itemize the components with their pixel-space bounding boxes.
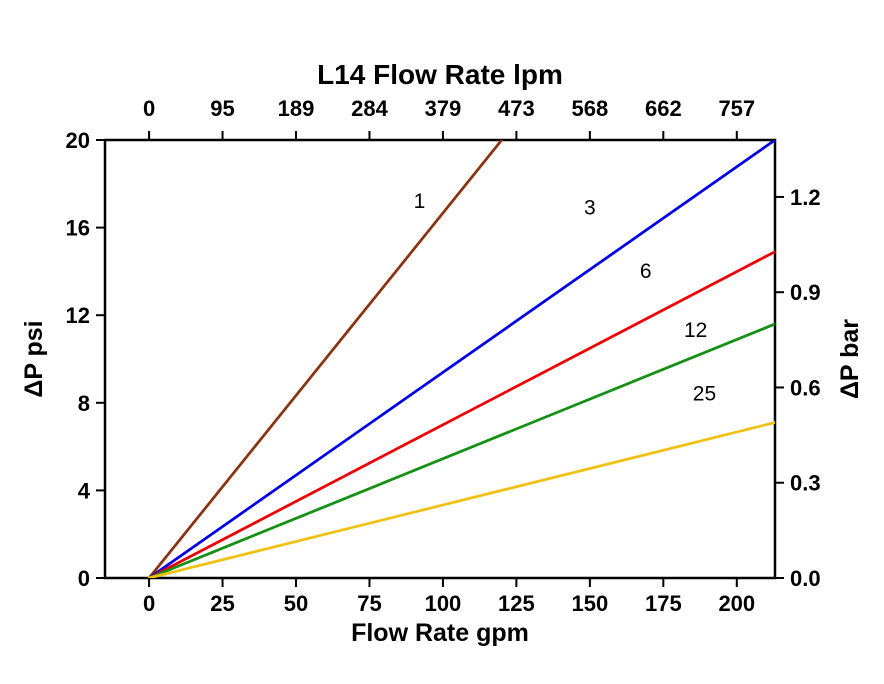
- series-label-6: 6: [640, 260, 652, 283]
- series-label-3: 3: [584, 196, 596, 219]
- top-tick-label: 0: [143, 96, 155, 121]
- top-tick-label: 284: [351, 96, 388, 121]
- left-axis-title: ΔP psi: [20, 320, 48, 397]
- series-line-6: [147, 250, 775, 578]
- left-tick-label: 4: [78, 478, 91, 503]
- bottom-tick-label: 100: [425, 591, 462, 616]
- right-tick-label: 0.0: [790, 566, 821, 591]
- right-tick-label: 0.9: [790, 280, 821, 305]
- top-axis-title: L14 Flow Rate lpm: [317, 59, 563, 90]
- left-tick-label: 20: [66, 128, 90, 153]
- top-tick-label: 473: [498, 96, 535, 121]
- left-tick-label: 12: [66, 303, 90, 328]
- top-tick-label: 379: [425, 96, 462, 121]
- right-tick-label: 1.2: [790, 185, 821, 210]
- bottom-tick-label: 200: [718, 591, 755, 616]
- right-tick-label: 0.6: [790, 375, 821, 400]
- left-tick-label: 0: [78, 566, 90, 591]
- bottom-axis-title: Flow Rate gpm: [351, 619, 529, 647]
- series-label-1: 1: [414, 190, 426, 213]
- series-label-12: 12: [684, 319, 707, 342]
- top-tick-label: 95: [210, 96, 234, 121]
- bottom-tick-label: 75: [357, 591, 381, 616]
- series-line-25: [147, 421, 775, 578]
- right-tick-label: 0.3: [790, 471, 821, 496]
- top-tick-label: 662: [645, 96, 682, 121]
- series-line-3: [147, 140, 775, 578]
- bottom-tick-label: 175: [645, 591, 682, 616]
- plot-border: [103, 138, 777, 580]
- right-axis-title: ΔP bar: [836, 319, 864, 399]
- bottom-tick-label: 50: [284, 591, 308, 616]
- left-tick-label: 16: [66, 216, 90, 241]
- series-line-12: [147, 322, 775, 578]
- bottom-tick-label: 150: [572, 591, 609, 616]
- series-label-25: 25: [693, 383, 716, 406]
- bottom-tick-label: 0: [143, 591, 155, 616]
- left-tick-label: 8: [78, 391, 90, 416]
- top-tick-label: 189: [278, 96, 315, 121]
- series-line-1: [147, 140, 504, 578]
- top-tick-label: 757: [718, 96, 755, 121]
- bottom-tick-label: 25: [210, 591, 234, 616]
- top-tick-label: 568: [572, 96, 609, 121]
- bottom-tick-label: 125: [498, 591, 535, 616]
